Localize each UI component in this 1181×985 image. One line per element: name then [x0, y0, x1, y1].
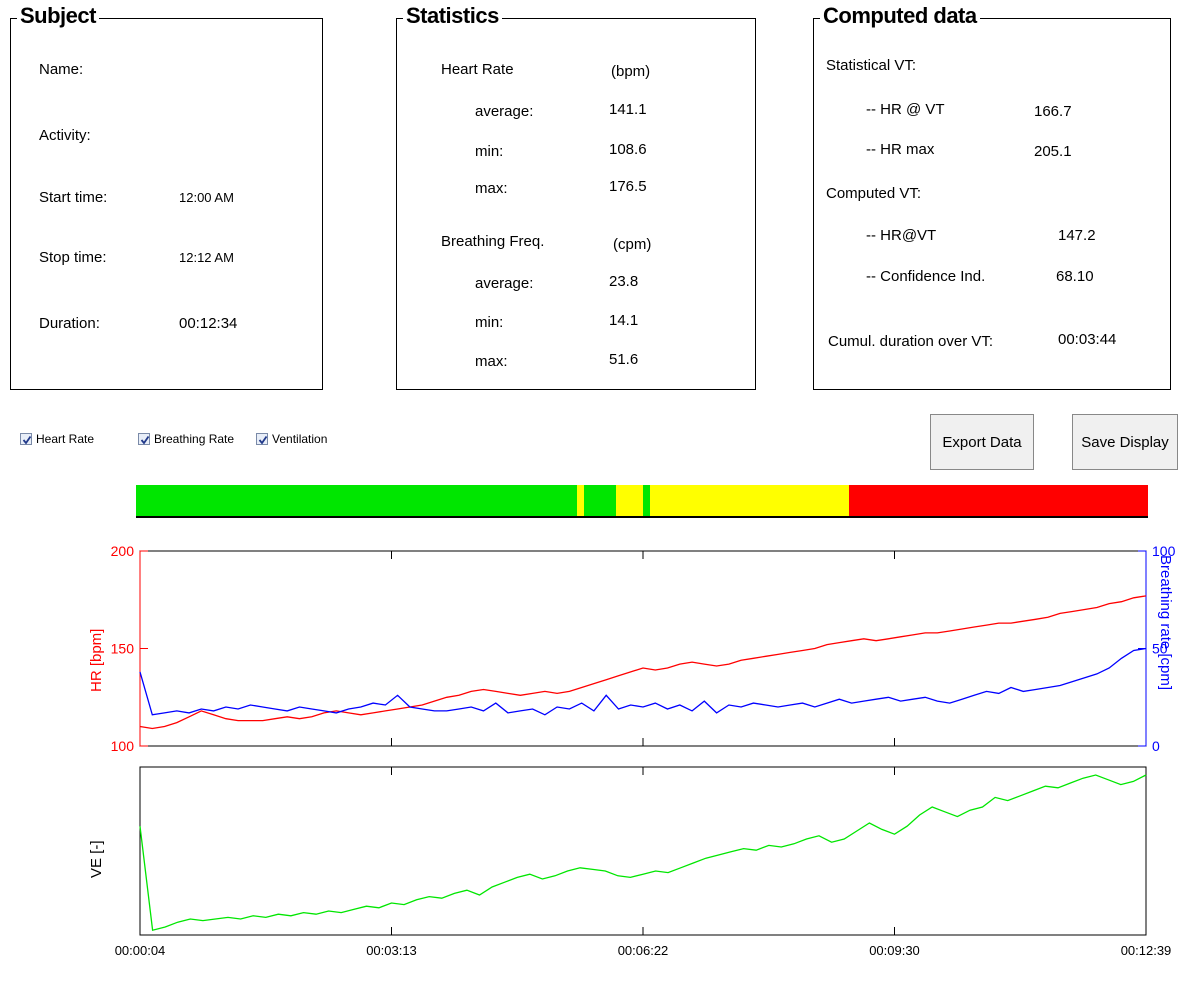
computed-title: Computed data [820, 3, 980, 29]
hr-label: Heart Rate [441, 61, 514, 78]
bf-average-label: average: [475, 275, 534, 292]
checkbox-icon [256, 433, 268, 445]
statistical-vt-label: Statistical VT: [826, 57, 917, 74]
confidence-label: -- Confidence Ind. [866, 268, 986, 285]
computed-hr-vt-label: -- HR@VT [866, 227, 937, 244]
export-data-button[interactable]: Export Data [930, 414, 1034, 470]
bf-average-value: 23.8 [609, 273, 639, 290]
x-tick-label: 00:12:39 [1121, 943, 1172, 958]
start-time-value: 12:00 AM [179, 190, 234, 205]
x-tick-label: 00:09:30 [869, 943, 920, 958]
activity-label: Activity: [39, 127, 91, 144]
hr-max-value: 205.1 [1034, 143, 1072, 160]
hr-unit: (bpm) [611, 63, 651, 80]
hr-br-plot-frame [139, 550, 1147, 747]
stop-time-label: Stop time: [39, 249, 107, 266]
duration-value: 00:12:34 [179, 315, 238, 332]
br-axis-label: Breathing rate [cpm] [1157, 555, 1174, 691]
hr-at-vt-label: -- HR @ VT [866, 101, 945, 118]
bf-min-value: 14.1 [609, 312, 639, 329]
x-tick-label: 00:03:13 [366, 943, 417, 958]
hr-min-label: min: [475, 143, 504, 160]
cumul-duration-label: Cumul. duration over VT: [828, 333, 994, 350]
hr-axis-label: HR [bpm] [88, 628, 105, 692]
zone-segment-red [848, 485, 1149, 516]
hr-average-value: 141.1 [609, 101, 647, 118]
heart-rate-checkbox-label: Heart Rate [36, 432, 95, 446]
hr-average-label: average: [475, 103, 534, 120]
bf-max-value: 51.6 [609, 351, 639, 368]
duration-label: Duration: [39, 315, 100, 332]
confidence-value: 68.10 [1056, 268, 1094, 285]
subject-title: Subject [17, 3, 99, 29]
statistics-title: Statistics [403, 3, 502, 29]
hr-at-vt-value: 166.7 [1034, 103, 1072, 120]
ventilation-checkbox-label: Ventilation [272, 432, 328, 446]
breathing-rate-checkbox[interactable]: Breathing Rate [138, 432, 234, 446]
x-tick-label: 00:00:04 [115, 943, 166, 958]
statistics-panel: Statistics Heart Rate (bpm) average: 141… [396, 3, 756, 390]
zone-segment-green [136, 485, 578, 516]
hr-series-line [139, 595, 1147, 730]
hr-min-value: 108.6 [609, 141, 647, 158]
ve-axis-title: VE [-] [88, 840, 105, 878]
checkbox-icon [138, 433, 150, 445]
zone-segment-green [583, 485, 617, 516]
computed-vt-label: Computed VT: [826, 185, 922, 202]
hr-max-label: -- HR max [866, 141, 935, 158]
ventilation-checkbox[interactable]: Ventilation [256, 432, 327, 446]
start-time-label: Start time: [39, 189, 108, 206]
bf-max-label: max: [475, 353, 508, 370]
computed-hr-vt-value: 147.2 [1058, 227, 1096, 244]
br-series-line [139, 647, 1147, 716]
checkbox-icon [20, 433, 32, 445]
hr-y-tick-label: 200 [111, 543, 135, 559]
bf-unit: (cpm) [613, 236, 652, 253]
bf-min-label: min: [475, 314, 504, 331]
stop-time-value: 12:12 AM [179, 250, 234, 265]
hr-max-value: 176.5 [609, 178, 647, 195]
hr-max-label: max: [475, 180, 508, 197]
hr-y-tick-label: 150 [111, 641, 135, 657]
intensity-zone-bar [136, 485, 1149, 518]
br-axis-label-clip: Breathing rate [cpm] [1150, 545, 1181, 745]
hr-y-tick-label: 100 [111, 738, 135, 754]
heart-rate-checkbox[interactable]: Heart Rate [20, 432, 94, 446]
zone-segment-yellow [649, 485, 850, 516]
computed-panel: Computed data Statistical VT: -- HR @ VT… [813, 3, 1171, 390]
save-display-button[interactable]: Save Display [1072, 414, 1178, 470]
zone-segment-yellow [576, 485, 585, 516]
name-label: Name: [39, 61, 84, 78]
zone-segment-green [642, 485, 651, 516]
cumul-duration-value: 00:03:44 [1058, 331, 1117, 348]
breathing-rate-checkbox-label: Breathing Rate [154, 432, 235, 446]
ve-plot-frame [139, 766, 1147, 936]
zone-segment-yellow [615, 485, 644, 516]
subject-panel: Subject Name: Activity: Start time: 12:0… [10, 3, 323, 390]
x-tick-label: 00:06:22 [618, 943, 669, 958]
bf-label: Breathing Freq. [441, 233, 545, 250]
ve-series-line [139, 774, 1147, 932]
